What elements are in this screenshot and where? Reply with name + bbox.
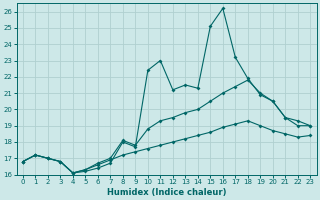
X-axis label: Humidex (Indice chaleur): Humidex (Indice chaleur) bbox=[107, 188, 226, 197]
